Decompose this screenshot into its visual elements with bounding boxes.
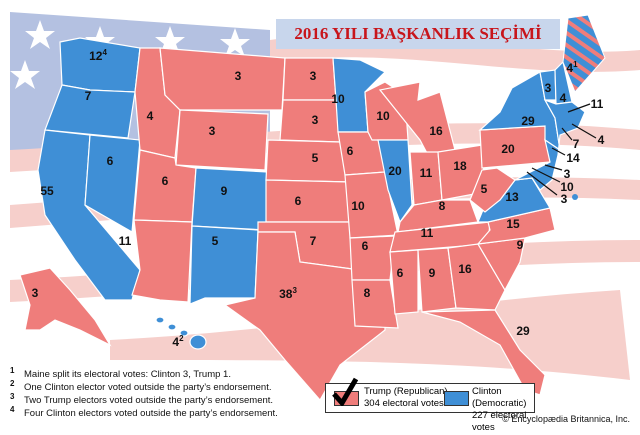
state-washington[interactable] (59, 37, 141, 93)
footnotes: 1 Maine split its electoral votes: Clinto… (8, 366, 278, 420)
map-title: 2016 YILI BAŞKANLIK SEÇİMİ (276, 19, 560, 49)
state-nebraska[interactable] (265, 139, 351, 183)
state-texas[interactable] (223, 231, 386, 402)
dc-marker (572, 194, 578, 200)
votes-oh: 18 (453, 159, 467, 173)
credit: © Encyclopædia Britannica, Inc. (502, 414, 630, 424)
votes-ms: 6 (397, 266, 404, 280)
state-new-mexico[interactable] (189, 225, 259, 305)
footnote: 2 One Clinton elector voted outside the p… (10, 379, 272, 393)
votes-fl: 29 (516, 324, 530, 338)
footnote: 1 Maine split its electoral votes: Clinto… (10, 366, 231, 380)
legend-clinton: Clinton (Democratic) 227 electoral votes (472, 386, 527, 433)
votes-nv: 6 (107, 154, 114, 168)
votes-va: 13 (505, 190, 519, 204)
footnote: 3 Two Trump electors voted outside the pa… (10, 392, 274, 406)
votes-sd: 3 (312, 113, 319, 127)
votes-hi: 42 (172, 334, 184, 349)
votes-in: 11 (420, 166, 433, 180)
state-pennsylvania[interactable] (479, 125, 551, 169)
votes-or: 7 (85, 89, 92, 103)
votes-mi: 16 (429, 124, 443, 138)
votes-ky: 8 (439, 199, 446, 213)
state-michigan[interactable] (378, 81, 456, 156)
state-nevada[interactable] (84, 134, 141, 233)
votes-ne: 5 (312, 151, 319, 165)
state-alaska[interactable] (19, 267, 112, 347)
electoral-vote-labels: 124 7 55 6 4 3 3 6 11 9 5 3 3 5 6 7 383 … (32, 48, 605, 349)
votes-tn: 11 (421, 226, 434, 240)
votes-az: 11 (119, 234, 132, 248)
state-arkansas[interactable] (349, 235, 396, 281)
votes-la: 8 (364, 286, 371, 300)
state-louisiana[interactable] (351, 279, 399, 329)
votes-wa: 124 (89, 48, 107, 63)
state-mississippi[interactable] (389, 249, 419, 315)
state-montana[interactable] (159, 47, 286, 111)
votes-nm: 5 (212, 234, 219, 248)
legend-trump: Trump (Republican) 304 electoral votes (364, 386, 448, 409)
votes-wi: 10 (376, 109, 390, 123)
votes-id: 4 (147, 109, 154, 123)
votes-wy: 3 (209, 124, 216, 138)
votes-wv: 5 (481, 182, 488, 196)
state-south-dakota[interactable] (279, 99, 341, 143)
votes-ma: 11 (591, 97, 604, 111)
legend: Trump (Republican) 304 electoral votes Cl… (325, 377, 535, 433)
votes-ar: 6 (362, 239, 369, 253)
state-arizona[interactable] (131, 219, 193, 303)
votes-nd: 3 (310, 69, 317, 83)
votes-nh: 4 (560, 91, 567, 105)
states (37, 14, 606, 402)
state-oregon[interactable] (44, 84, 136, 139)
votes-co: 9 (221, 184, 228, 198)
clinton-swatch (444, 391, 469, 406)
state-new-england-mid-atlantic[interactable] (514, 98, 586, 191)
votes-tx: 383 (279, 286, 297, 301)
votes-mn: 10 (331, 92, 345, 106)
votes-mt: 3 (235, 69, 242, 83)
state-georgia[interactable] (447, 243, 506, 311)
votes-nj: 14 (566, 151, 580, 165)
votes-ca: 55 (40, 184, 54, 198)
state-colorado[interactable] (191, 167, 269, 231)
votes-pa: 20 (501, 142, 515, 156)
footnote: 4 Four Clinton electors voted outside the… (10, 405, 278, 419)
votes-md: 10 (560, 180, 574, 194)
votes-ut: 6 (162, 174, 169, 188)
state-hawaii[interactable] (155, 316, 207, 350)
votes-ks: 6 (295, 194, 302, 208)
votes-al: 9 (429, 266, 436, 280)
checkmark-icon (332, 377, 358, 406)
votes-ny: 29 (521, 114, 535, 128)
votes-de: 3 (564, 167, 571, 181)
state-kansas[interactable] (265, 179, 356, 223)
state-wyoming[interactable] (175, 109, 269, 171)
votes-ga: 16 (458, 262, 472, 276)
star-icons (10, 20, 250, 89)
votes-vt: 3 (545, 81, 552, 95)
state-maine[interactable] (562, 14, 606, 93)
votes-dc: 3 (561, 192, 568, 206)
leader-lines (526, 103, 597, 196)
votes-nc: 15 (506, 217, 520, 231)
votes-il: 20 (388, 164, 402, 178)
votes-ri: 4 (598, 133, 605, 147)
votes-ak: 3 (32, 286, 39, 300)
votes-ct: 7 (573, 137, 580, 151)
votes-ok: 7 (310, 234, 317, 248)
votes-me: 41 (566, 60, 578, 75)
state-illinois[interactable] (377, 139, 413, 224)
votes-sc: 9 (517, 238, 524, 252)
votes-ia: 6 (347, 144, 354, 158)
votes-mo: 10 (351, 199, 365, 213)
